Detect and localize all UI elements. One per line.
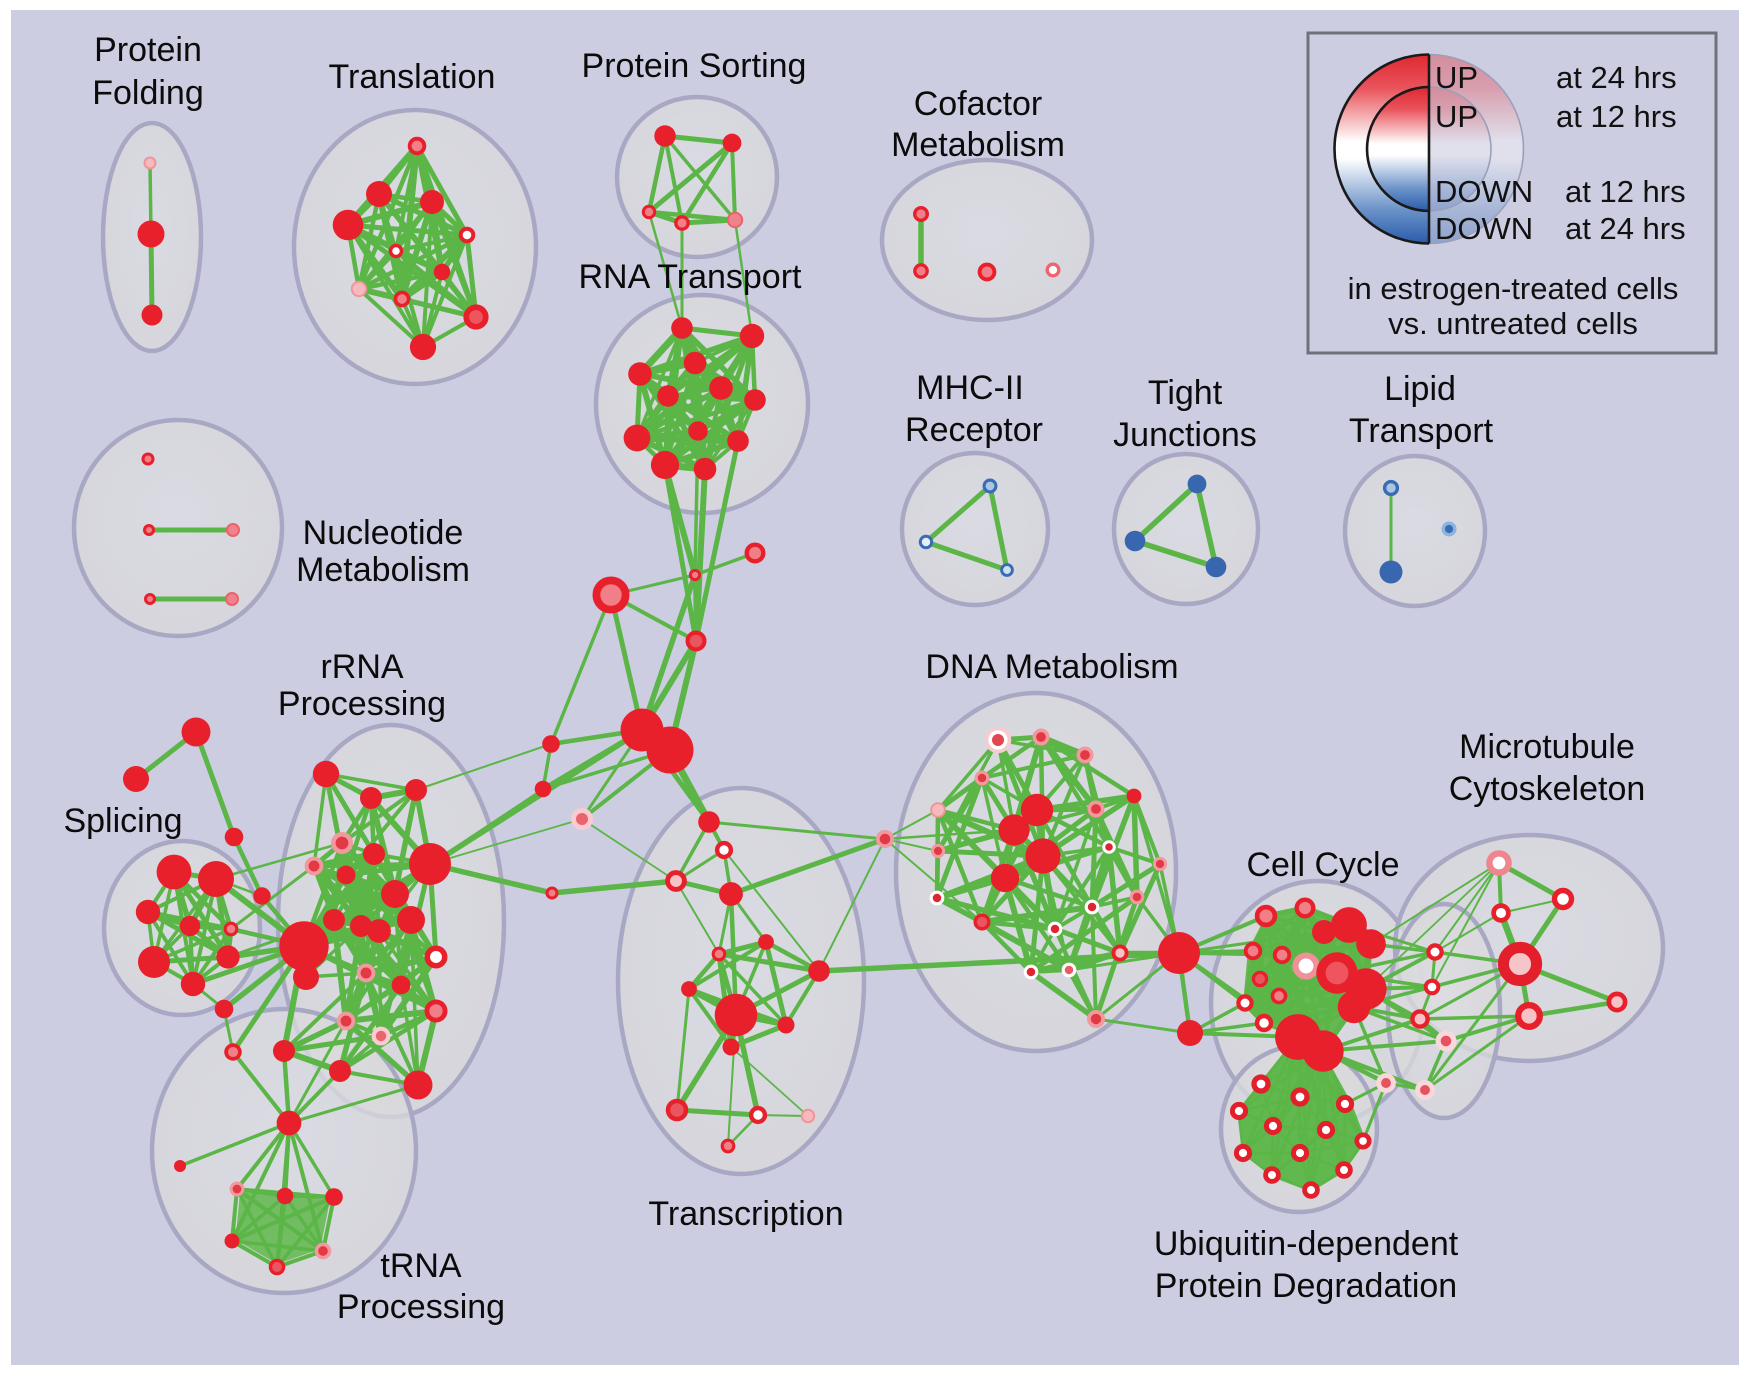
svg-text:Protein Sorting: Protein Sorting xyxy=(582,47,807,85)
svg-text:Cell Cycle: Cell Cycle xyxy=(1246,846,1399,884)
svg-text:UP: UP xyxy=(1435,99,1478,134)
svg-text:Junctions: Junctions xyxy=(1113,416,1257,454)
svg-text:Metabolism: Metabolism xyxy=(296,551,470,589)
svg-text:DOWN: DOWN xyxy=(1435,174,1533,209)
svg-text:at 12 hrs: at 12 hrs xyxy=(1565,174,1686,209)
svg-text:UP: UP xyxy=(1435,60,1478,95)
svg-text:Cytoskeleton: Cytoskeleton xyxy=(1449,770,1646,808)
svg-text:MHC-II: MHC-II xyxy=(916,369,1024,407)
svg-text:DNA Metabolism: DNA Metabolism xyxy=(925,648,1178,686)
svg-text:Splicing: Splicing xyxy=(63,802,182,840)
svg-text:Protein: Protein xyxy=(94,31,202,69)
svg-text:Transport: Transport xyxy=(1349,412,1494,450)
svg-text:Ubiquitin-dependent: Ubiquitin-dependent xyxy=(1154,1225,1459,1263)
svg-text:Metabolism: Metabolism xyxy=(891,126,1065,164)
svg-text:Cofactor: Cofactor xyxy=(914,85,1043,123)
svg-text:Tight: Tight xyxy=(1148,374,1223,412)
svg-text:rRNA: rRNA xyxy=(320,648,403,686)
svg-text:at 24 hrs: at 24 hrs xyxy=(1556,60,1677,95)
svg-text:Folding: Folding xyxy=(92,74,204,112)
svg-text:in estrogen-treated cells: in estrogen-treated cells xyxy=(1348,271,1679,306)
svg-text:Nucleotide: Nucleotide xyxy=(303,514,464,552)
svg-text:DOWN: DOWN xyxy=(1435,211,1533,246)
svg-text:Microtubule: Microtubule xyxy=(1459,728,1635,766)
svg-text:Protein Degradation: Protein Degradation xyxy=(1155,1267,1457,1305)
svg-text:at 12 hrs: at 12 hrs xyxy=(1556,99,1677,134)
svg-text:Receptor: Receptor xyxy=(905,411,1043,449)
svg-text:RNA Transport: RNA Transport xyxy=(579,258,803,296)
svg-text:at 24 hrs: at 24 hrs xyxy=(1565,211,1686,246)
svg-text:Processing: Processing xyxy=(337,1288,505,1326)
svg-text:Lipid: Lipid xyxy=(1384,370,1456,408)
svg-text:Translation: Translation xyxy=(329,58,496,96)
svg-text:tRNA: tRNA xyxy=(380,1247,462,1285)
svg-text:Processing: Processing xyxy=(278,685,446,723)
svg-text:vs. untreated cells: vs. untreated cells xyxy=(1388,306,1638,341)
svg-text:Transcription: Transcription xyxy=(648,1195,843,1233)
